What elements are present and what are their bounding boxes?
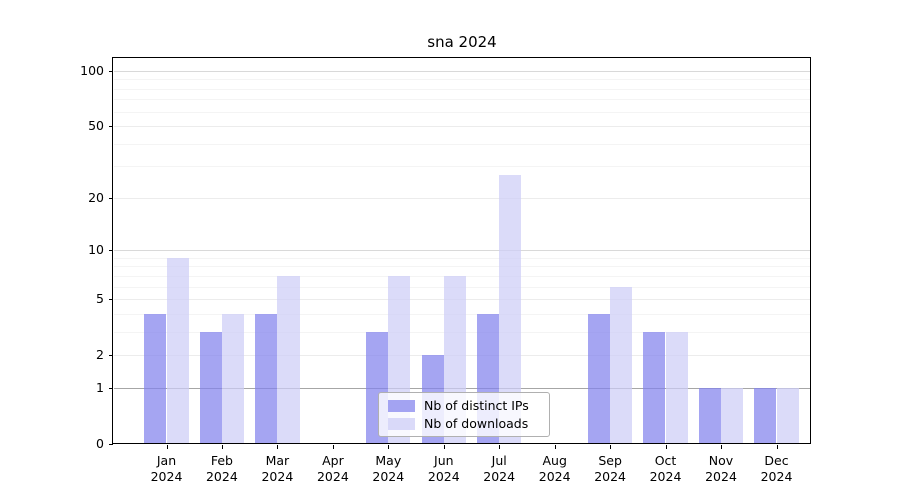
gridline-70 [114, 99, 811, 100]
x-label-year-oct: 2024 [649, 468, 682, 484]
x-tick-sep [610, 445, 612, 449]
y-label-10: 10 [88, 242, 104, 257]
legend-swatch-downloads [388, 417, 415, 430]
y-tick-0 [109, 444, 113, 445]
legend-label-distinct-ips: Nb of distinct IPs [424, 398, 529, 413]
x-tick-nov [721, 445, 722, 449]
bar-downloads-mar [277, 275, 300, 444]
x-label-year-jul: 2024 [483, 468, 516, 484]
x-label-oct: Oct 2024 [635, 453, 697, 484]
x-label-year-aug: 2024 [538, 468, 571, 484]
x-label-nov: Nov 2024 [690, 453, 752, 484]
legend-row-distinct-ips: Nb of distinct IPs [388, 398, 549, 413]
y-tick-20 [109, 198, 113, 199]
bar-distinct-ips-jan [144, 313, 167, 444]
x-tick-mar [277, 445, 279, 449]
x-label-feb: Feb 2024 [191, 453, 253, 484]
legend: Nb of distinct IPs Nb of downloads [378, 392, 550, 437]
gridline-8 [114, 266, 811, 267]
x-tick-jun [443, 445, 445, 449]
gridline-60 [114, 112, 811, 113]
gridline-40 [114, 144, 811, 145]
bar-downloads-jan [166, 257, 189, 444]
y-label-100: 100 [80, 63, 104, 78]
legend-swatch-distinct-ips [388, 399, 415, 412]
y-label-0: 0 [96, 436, 104, 451]
x-label-aug: Aug 2024 [524, 453, 586, 484]
legend-row-downloads: Nb of downloads [388, 416, 549, 431]
gridline-10 [114, 250, 811, 251]
x-label-year-jan: 2024 [150, 468, 183, 484]
y-label-20: 20 [88, 190, 104, 205]
bar-downloads-feb [221, 313, 245, 444]
bar-downloads-jul [499, 174, 522, 444]
x-tick-feb [221, 445, 223, 449]
x-tick-oct [665, 445, 667, 449]
x-label-sep: Sep 2024 [579, 453, 641, 484]
x-tick-aug [554, 445, 556, 449]
x-label-year-jun: 2024 [427, 468, 460, 484]
x-label-jun: Jun 2024 [413, 453, 475, 484]
y-tick-1 [109, 388, 113, 389]
x-label-mar: Mar 2024 [246, 453, 308, 484]
x-label-dec: Dec 2024 [746, 453, 808, 484]
bar-distinct-ips-feb [199, 332, 222, 444]
bar-distinct-ips-oct [643, 332, 666, 444]
bar-downloads-dec [776, 388, 799, 444]
bar-distinct-ips-nov [698, 388, 721, 444]
bar-distinct-ips-sep [587, 313, 611, 444]
bar-distinct-ips-mar [255, 313, 278, 444]
gridline-9 [114, 258, 811, 259]
x-label-may: May 2024 [357, 453, 419, 484]
x-label-apr: Apr 2024 [302, 453, 364, 484]
bar-distinct-ips-dec [754, 388, 777, 444]
y-tick-100 [109, 71, 113, 72]
bar-downloads-nov [721, 388, 744, 444]
gridline-80 [114, 89, 811, 90]
y-tick-50 [109, 126, 113, 127]
y-label-5: 5 [96, 291, 104, 306]
x-label-year-nov: 2024 [705, 468, 737, 484]
x-label-year-mar: 2024 [261, 468, 294, 484]
bar-downloads-oct [665, 332, 688, 444]
bar-downloads-sep [610, 286, 633, 444]
x-label-year-may: 2024 [372, 468, 405, 484]
x-label-year-sep: 2024 [594, 468, 626, 484]
gridline-20 [114, 198, 811, 199]
gridline-30 [114, 166, 811, 167]
x-label-jul: Jul 2024 [468, 453, 530, 484]
y-tick-10 [109, 250, 113, 251]
y-label-1: 1 [96, 380, 104, 395]
y-tick-2 [109, 355, 113, 356]
x-label-year-feb: 2024 [205, 468, 238, 484]
x-tick-dec [776, 445, 778, 449]
x-label-year-apr: 2024 [316, 468, 349, 484]
x-tick-jul [499, 445, 501, 449]
y-label-50: 50 [88, 118, 104, 133]
x-tick-apr [332, 445, 334, 449]
y-label-2: 2 [96, 347, 104, 362]
chart-title: sna 2024 [427, 33, 497, 51]
gridline-50 [114, 126, 811, 127]
gridline-90 [114, 79, 811, 80]
gridline-100 [114, 71, 811, 72]
x-label-year-dec: 2024 [760, 468, 793, 484]
legend-label-downloads: Nb of downloads [424, 416, 529, 431]
y-tick-5 [109, 299, 113, 300]
x-label-jan: Jan 2024 [136, 453, 198, 484]
x-tick-jan [166, 445, 168, 449]
x-tick-may [388, 445, 390, 449]
